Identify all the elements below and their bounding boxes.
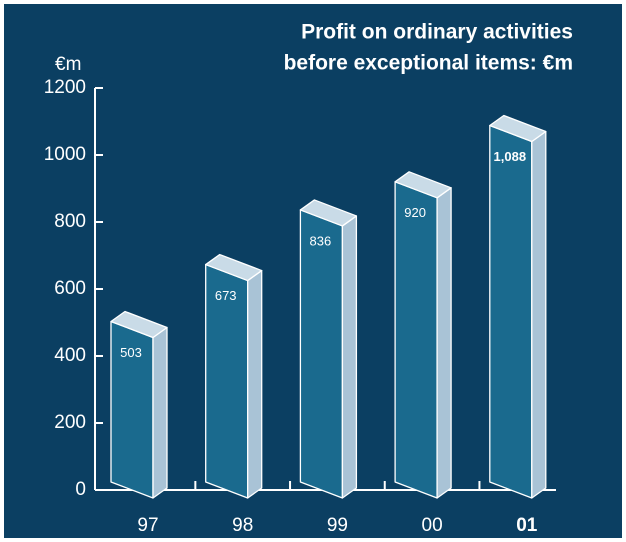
y-tick-label: 200	[54, 412, 86, 433]
bar	[394, 171, 452, 499]
bar-side	[247, 269, 263, 499]
bar	[299, 199, 358, 499]
y-tick-label: 600	[54, 278, 86, 299]
chart-title: before exceptional items: €m	[284, 52, 573, 75]
value-label: 673	[215, 288, 237, 303]
bar	[205, 253, 263, 499]
value-label: 1,088	[494, 149, 527, 164]
y-tick-label: 0	[75, 479, 86, 500]
x-tick-label: 01	[516, 515, 538, 536]
x-tick-label: 00	[422, 515, 443, 536]
bar-front	[489, 124, 533, 499]
x-tick-label: 97	[137, 515, 158, 536]
bar-top	[489, 114, 547, 143]
y-axis-label: €m	[55, 54, 81, 75]
chart-title: Profit on ordinary activities	[301, 21, 573, 44]
y-tick-label: 800	[54, 211, 86, 232]
bar	[489, 114, 547, 499]
x-tick-label: 98	[232, 515, 253, 536]
value-label: 920	[404, 205, 426, 220]
bar-top	[110, 310, 168, 339]
bar-side	[436, 187, 452, 499]
bar-top	[299, 199, 358, 227]
bar-side	[341, 215, 358, 499]
bar-side	[152, 326, 168, 499]
value-label: 836	[310, 233, 332, 248]
y-tick-label: 1000	[44, 144, 86, 165]
bar-front	[299, 209, 344, 499]
bar-top	[205, 253, 263, 282]
bar	[110, 310, 168, 499]
y-tick-label: 1200	[44, 77, 86, 98]
value-label: 503	[120, 345, 142, 360]
bar-front	[394, 181, 438, 499]
bar-side	[531, 130, 547, 499]
bar-top	[394, 171, 452, 199]
x-tick-label: 99	[327, 515, 348, 536]
y-tick-label: 400	[54, 345, 86, 366]
